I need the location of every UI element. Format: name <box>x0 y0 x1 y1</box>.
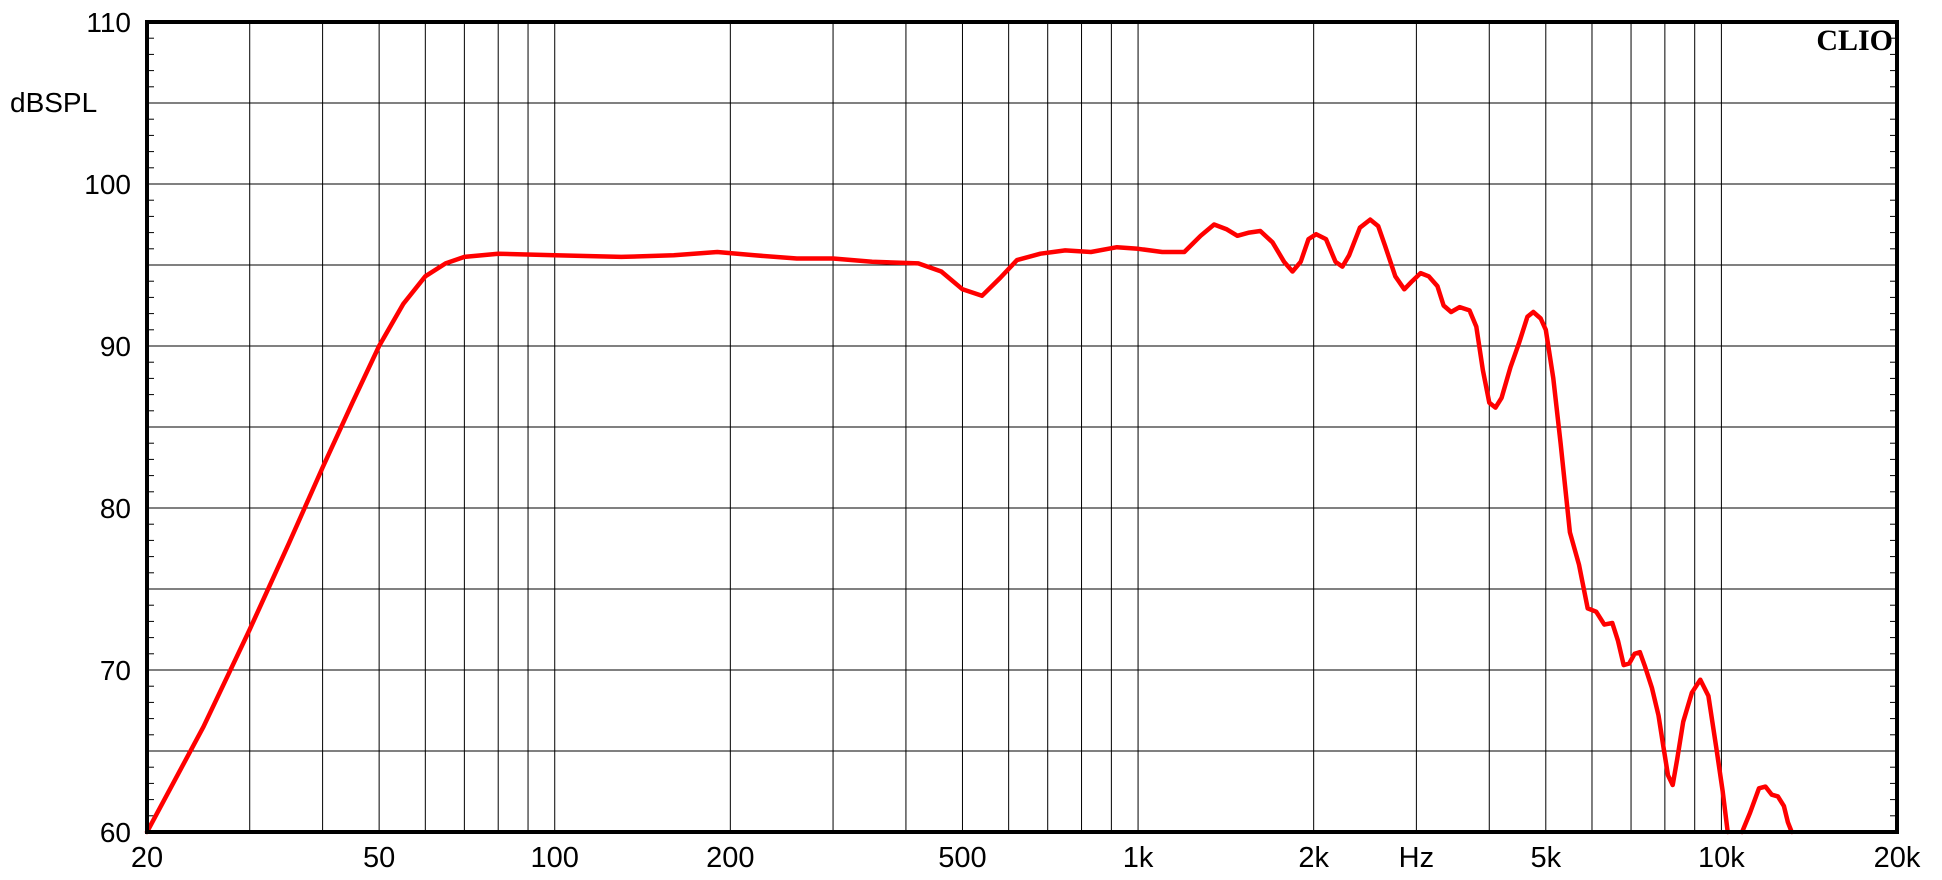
y-tick-label: 60 <box>100 817 131 848</box>
response-curves <box>144 217 1794 835</box>
x-tick-labels: 20 50 100 200 500 1k 2k 5k 10k 20k <box>131 842 1921 874</box>
response-curve-segment-2 <box>1739 784 1794 835</box>
x-tick-label: 2k <box>1298 842 1329 874</box>
x-tick-label: 100 <box>531 842 579 874</box>
x-tick-label: 5k <box>1530 842 1561 874</box>
y-tick-label: 70 <box>100 655 131 686</box>
y-tick-label: 80 <box>100 493 131 524</box>
x-tick-label: 20 <box>131 842 163 874</box>
x-axis-label: Hz <box>1399 842 1434 874</box>
clio-logo: CLIO <box>1816 24 1893 57</box>
y-tick-label: 100 <box>84 169 131 200</box>
response-curve-segment-1 <box>144 217 1730 835</box>
y-tick-label: 110 <box>86 7 131 38</box>
y-tick-label: 90 <box>100 331 131 362</box>
x-tick-label: 200 <box>706 842 754 874</box>
x-tick-label: 10k <box>1698 842 1745 874</box>
grid-lines <box>147 22 1897 832</box>
x-tick-label: 500 <box>938 842 986 874</box>
x-tick-label: 20k <box>1874 842 1921 874</box>
y-axis-label: dBSPL <box>10 87 97 118</box>
y-tick-labels: 60 70 80 90 100 110 <box>84 7 131 848</box>
plot-frame <box>145 20 1899 834</box>
x-tick-label: 1k <box>1123 842 1154 874</box>
x-tick-label: 50 <box>363 842 395 874</box>
